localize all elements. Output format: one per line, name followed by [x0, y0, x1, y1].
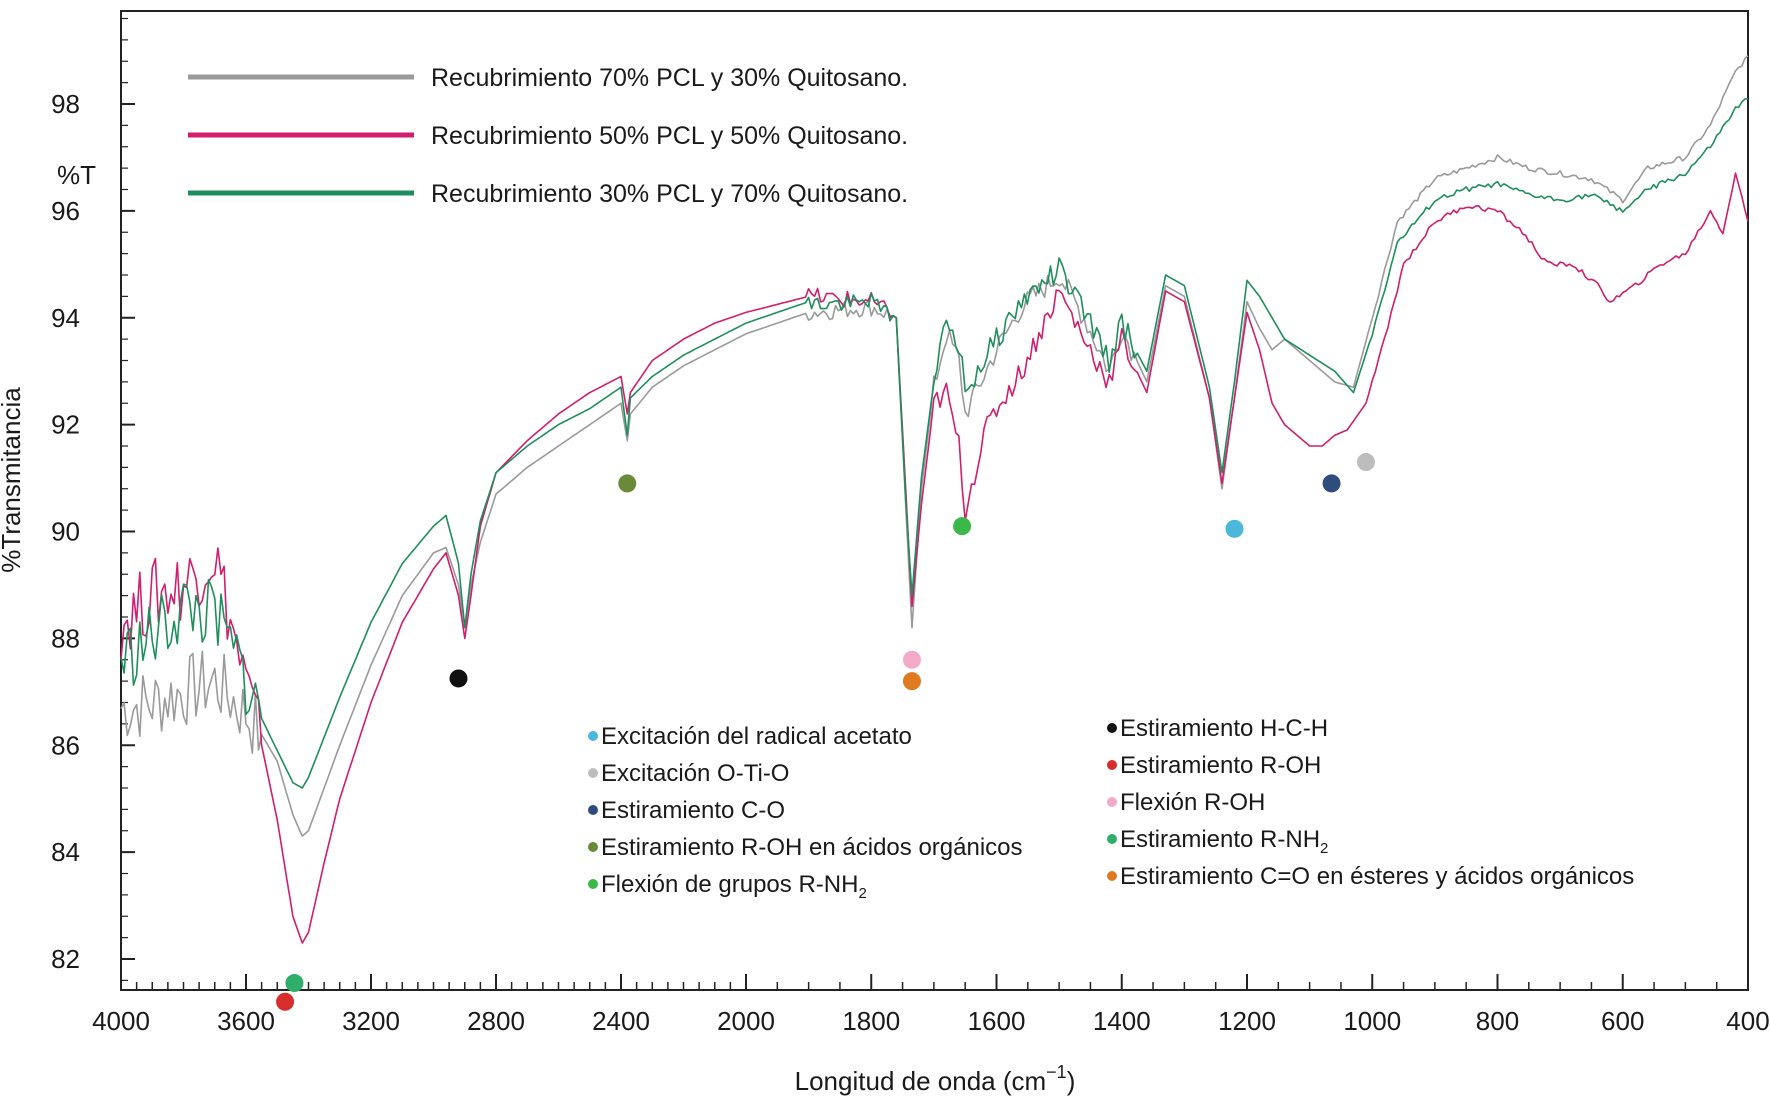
y-tick-label: 84 [51, 837, 80, 867]
annotation-dot [588, 842, 598, 852]
y-tick-label: 94 [51, 303, 80, 333]
x-axis-title-sup: −1 [1046, 1062, 1067, 1082]
annotation-label: Excitación O-Ti-O [601, 760, 789, 787]
y-tick-label: 90 [51, 517, 80, 547]
y-axis-title: %Transmitancia [0, 387, 26, 573]
band-marker [285, 974, 304, 993]
annotation-dot [1107, 834, 1117, 844]
annotation-dot [588, 879, 598, 889]
x-axis: 4000 3600 3200 2800 2400 2000 1800 1600 1400 1200… [92, 974, 1770, 1036]
band-marker [449, 669, 468, 688]
x-tick-label: 3600 [217, 1006, 275, 1036]
band-marker [902, 672, 921, 691]
series-line [120, 55, 1749, 837]
annotation-label: Estiramiento C=O en ésteres y ácidos org… [1120, 863, 1634, 890]
band-marker [1322, 474, 1341, 493]
x-axis-title-end: ) [1067, 1066, 1076, 1096]
annotation-label: Estiramiento R-OH en ácidos orgánicos [601, 834, 1023, 861]
annotation-dot [588, 731, 598, 741]
x-tick-label: 400 [1726, 1006, 1769, 1036]
x-tick-label: 1800 [842, 1006, 900, 1036]
y-tick-label: 86 [51, 730, 80, 760]
x-tick-label: 1600 [968, 1006, 1026, 1036]
annotation-label: Estiramiento R-NH2 [1120, 826, 1328, 857]
y-tick-label: 82 [51, 944, 80, 974]
annotation-label: Flexión de grupos R-NH2 [601, 871, 867, 902]
annotation-dot [1107, 797, 1117, 807]
x-tick-label: 1000 [1343, 1006, 1401, 1036]
legend-label: Recubrimiento 50% PCL y 50% Quitosano. [431, 122, 908, 150]
annotation-subscript: 2 [858, 885, 866, 902]
x-axis-title-main: Longitud de onda (cm [795, 1066, 1047, 1096]
legend-label: Recubrimiento 70% PCL y 30% Quitosano. [431, 64, 908, 92]
legend: Recubrimiento 70% PCL y 30% Quitosano. Re… [188, 64, 908, 208]
annotation-dot [1107, 723, 1117, 733]
annotation-dot [1107, 871, 1117, 881]
x-tick-label: 2800 [467, 1006, 525, 1036]
annotation-label: Flexión R-OH [1120, 789, 1265, 816]
y-tick-label: 88 [51, 623, 80, 653]
series-line [120, 172, 1749, 944]
annotation-label: Excitación del radical acetato [601, 723, 912, 750]
legend-label: Recubrimiento 30% PCL y 70% Quitosano. [431, 180, 908, 208]
marker-layer [276, 453, 1375, 1011]
x-tick-label: 4000 [92, 1006, 150, 1036]
annotation-label: Estiramiento H-C-H [1120, 715, 1328, 742]
band-marker [953, 517, 972, 536]
x-axis-title: Longitud de onda (cm−1) [795, 1062, 1076, 1096]
band-annotations: Excitación del radical acetato Excitación… [588, 715, 1634, 902]
band-marker [276, 992, 295, 1011]
annotation-dot [588, 805, 598, 815]
annotation-dot [1107, 760, 1117, 770]
series-line [120, 97, 1749, 789]
unit-label: %T [57, 160, 96, 190]
x-tick-label: 2400 [592, 1006, 650, 1036]
y-tick-label: 92 [51, 410, 80, 440]
band-marker [1225, 519, 1244, 538]
band-marker [902, 650, 921, 669]
x-tick-label: 600 [1601, 1006, 1644, 1036]
x-tick-label: 1400 [1093, 1006, 1151, 1036]
annotation-dot [588, 768, 598, 778]
annotation-label: Estiramiento C-O [601, 797, 785, 824]
y-tick-label: 98 [51, 89, 80, 119]
annotation-subscript: 2 [1320, 840, 1328, 857]
x-tick-label: 1200 [1218, 1006, 1276, 1036]
band-marker [618, 474, 637, 493]
series-layer [120, 55, 1749, 944]
x-tick-label: 800 [1476, 1006, 1519, 1036]
band-marker [1356, 453, 1375, 472]
x-tick-label: 3200 [342, 1006, 400, 1036]
annotation-label: Estiramiento R-OH [1120, 752, 1321, 779]
x-tick-label: 2000 [717, 1006, 775, 1036]
y-tick-label: 96 [51, 196, 80, 226]
